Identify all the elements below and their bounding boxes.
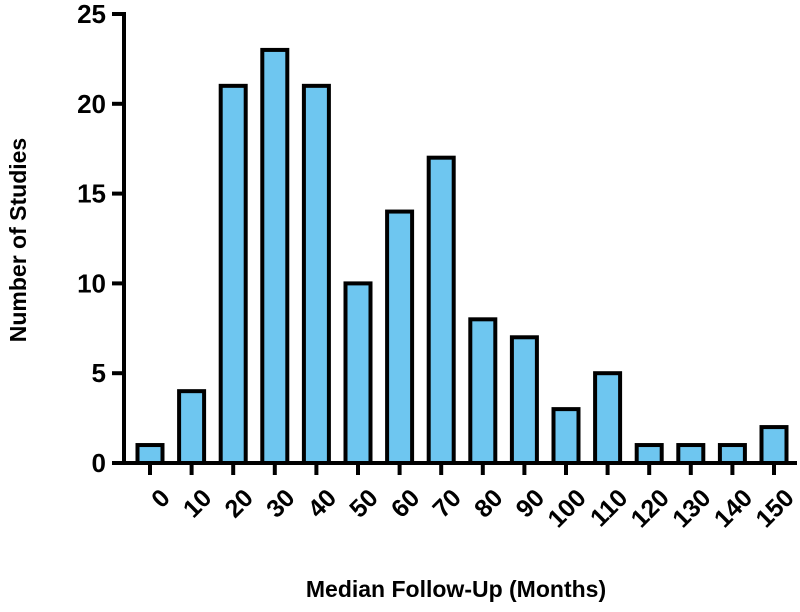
- bar-10: [177, 389, 207, 465]
- bar-40: [301, 83, 331, 465]
- x-tick-label-50: 50: [344, 484, 383, 523]
- x-tick-label-90: 90: [511, 484, 550, 523]
- x-tick-label-120: 120: [626, 484, 675, 533]
- x-tick-label-70: 70: [427, 484, 466, 523]
- x-tick-label-30: 30: [261, 484, 300, 523]
- x-tick-label-40: 40: [303, 484, 342, 523]
- x-tick-label-0: 0: [146, 484, 176, 514]
- y-tick-label-10: 10: [77, 268, 106, 298]
- bar-110: [593, 371, 623, 466]
- bars-group: [135, 47, 789, 466]
- y-tick-label-15: 15: [77, 179, 106, 209]
- x-tick-label-10: 10: [178, 484, 217, 523]
- bar-120: [634, 443, 664, 466]
- bar-140: [717, 443, 747, 466]
- y-tick-label-0: 0: [92, 448, 106, 478]
- bar-100: [551, 407, 581, 465]
- x-axis-title: Median Follow-Up (Months): [306, 576, 606, 602]
- bar-0: [135, 443, 165, 466]
- bar-50: [343, 281, 373, 465]
- bar-80: [468, 317, 498, 465]
- y-tick-label-20: 20: [77, 89, 106, 119]
- y-ticks-group: 0 5 10 15 20 25: [77, 0, 124, 478]
- x-tick-label-140: 140: [709, 484, 758, 533]
- bar-20: [218, 83, 248, 465]
- y-tick-label-25: 25: [77, 0, 106, 29]
- bar-60: [385, 209, 415, 465]
- x-tick-label-60: 60: [386, 484, 425, 523]
- x-tick-label-130: 130: [667, 484, 716, 533]
- bar-30: [260, 47, 290, 465]
- bar-150: [759, 425, 789, 465]
- bar-90: [509, 335, 539, 465]
- x-tick-label-80: 80: [469, 484, 508, 523]
- bar-130: [676, 443, 706, 466]
- bar-70: [426, 155, 456, 465]
- y-tick-label-5: 5: [92, 358, 106, 388]
- y-axis-title: Number of Studies: [5, 138, 31, 342]
- x-tick-label-110: 110: [585, 484, 633, 532]
- x-tick-label-150: 150: [750, 484, 799, 533]
- x-tick-label-100: 100: [542, 484, 591, 533]
- x-tick-label-20: 20: [219, 484, 258, 523]
